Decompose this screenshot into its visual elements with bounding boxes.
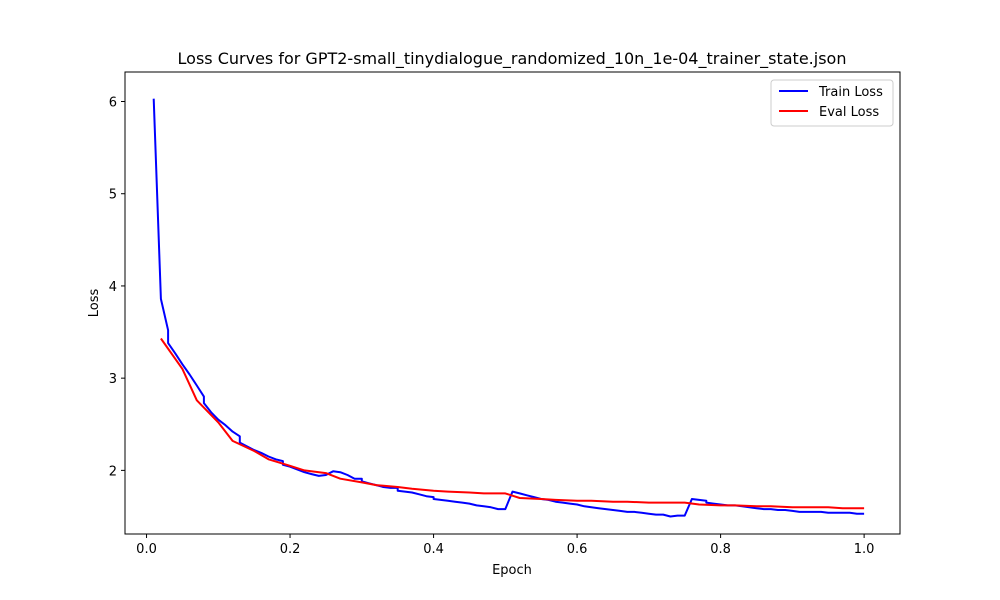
x-tick-label: 0.6 (567, 542, 588, 557)
legend-label-train-loss: Train Loss (818, 85, 883, 100)
y-axis: 2 3 4 5 6 (109, 96, 125, 479)
y-axis-title: Loss (87, 289, 102, 318)
x-tick-label: 1.0 (854, 542, 875, 557)
eval-loss-line (160, 337, 865, 510)
x-axis-title: Epoch (492, 563, 532, 578)
y-tick-label: 2 (109, 464, 117, 479)
y-tick-label: 4 (109, 280, 117, 295)
x-tick-label: 0.4 (423, 542, 444, 557)
x-tick-label: 0.0 (136, 542, 157, 557)
y-tick-label: 3 (109, 372, 117, 387)
x-tick-label: 0.2 (280, 542, 301, 557)
legend-label-eval-loss: Eval Loss (819, 105, 879, 120)
series-layer (152, 98, 865, 518)
y-tick-label: 6 (109, 96, 117, 111)
y-tick-label: 5 (109, 188, 117, 203)
legend: Train Loss Eval Loss (770, 79, 894, 127)
chart-title: Loss Curves for GPT2-small_tinydialogue_… (178, 49, 847, 69)
plot-area (124, 71, 901, 535)
x-axis: 0.0 0.2 0.4 0.6 0.8 1.0 (136, 534, 874, 557)
x-tick-label: 0.8 (710, 542, 731, 557)
